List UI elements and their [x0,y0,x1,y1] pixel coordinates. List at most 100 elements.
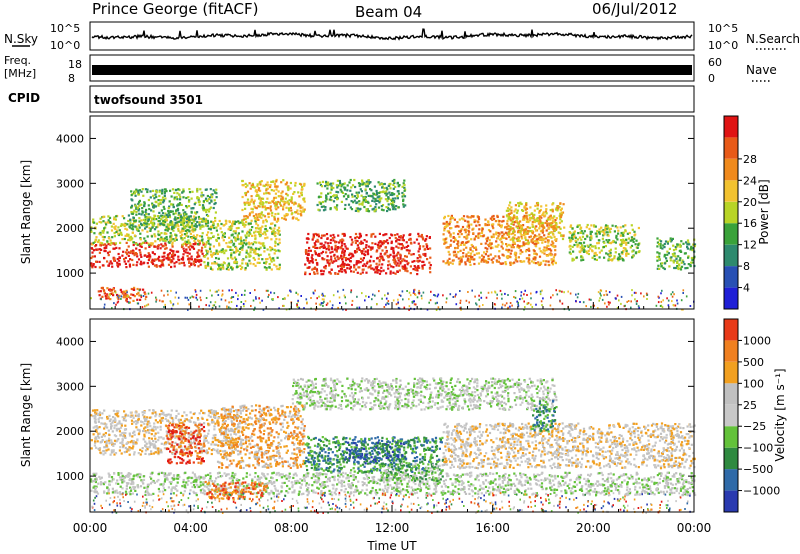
data-cell [152,194,155,197]
noise-cell [191,295,194,298]
data-cell [253,249,256,252]
data-cell [637,243,640,246]
noise-cell [559,300,561,303]
data-cell [123,217,126,220]
data-cell [620,251,623,254]
data-cell [508,228,511,231]
data-cell [495,231,498,234]
data-cell [694,493,697,497]
noise-cell [526,294,528,296]
data-cell [513,210,516,213]
data-cell [147,252,150,255]
data-cell [103,243,106,246]
noise-cell [322,304,324,307]
data-cell [268,201,271,204]
data-cell [325,248,328,251]
data-cell [177,258,180,261]
data-cell [242,239,246,242]
data-cell [417,265,420,268]
data-cell [459,259,462,262]
data-cell [634,481,637,484]
data-cell [570,236,573,239]
data-cell [364,264,367,268]
data-cell [328,262,331,265]
data-cell [363,263,366,266]
data-cell [317,472,320,475]
noise-cell [270,291,272,294]
noise-cell [662,299,664,302]
data-cell [473,238,476,241]
data-cell [123,258,126,261]
data-cell [395,254,398,257]
data-cell [119,224,123,227]
data-cell [256,261,259,264]
freq-label: Freq. [4,54,31,67]
data-cell [113,491,116,494]
data-cell [539,236,542,239]
data-cell [149,190,152,193]
data-cell [319,202,323,205]
noise-cell [126,295,129,298]
data-cell [137,189,140,192]
data-cell [167,225,170,228]
noise-cell [350,289,353,292]
data-cell [150,209,153,212]
data-cell [253,234,256,237]
data-cell [329,198,332,201]
data-cell [151,223,154,227]
data-cell [392,249,395,252]
data-cell [545,229,548,232]
data-cell [479,472,482,476]
data-cell [546,222,549,225]
data-cell [357,261,360,264]
noise-cell [414,303,417,306]
data-cell [99,244,102,247]
data-cell [206,250,210,253]
data-cell [185,206,189,209]
data-cell [355,486,358,489]
data-cell [458,263,461,266]
data-cell [357,246,360,249]
data-cell [442,238,445,241]
data-cell [193,264,196,267]
data-cell [604,227,607,230]
data-cell [630,239,633,242]
data-cell [336,246,339,249]
data-cell [177,227,180,231]
data-cell [337,234,340,237]
data-cell [128,263,131,266]
data-cell [375,189,378,193]
data-cell [264,227,267,231]
noise-cell [345,308,347,311]
noise-cell [365,295,367,298]
data-cell [302,210,305,213]
data-cell [525,242,528,245]
data-cell [513,253,516,256]
data-cell [536,204,539,207]
data-cell [548,222,551,225]
noise-cell [624,304,626,307]
data-cell [146,190,149,194]
data-cell [376,265,379,268]
data-cell [120,231,123,234]
data-cell [501,481,504,484]
data-cell [204,198,207,201]
data-cell [296,209,299,212]
data-cell [369,264,372,267]
data-cell [266,197,269,200]
data-cell [230,254,233,257]
data-cell [129,224,132,227]
noise-cell [475,303,478,306]
data-cell [272,189,275,192]
data-cell [551,260,554,263]
data-cell [470,243,473,247]
data-cell [521,237,524,240]
data-cell [204,218,208,221]
data-cell [278,238,281,241]
data-cell [524,231,527,234]
data-cell [529,235,532,238]
data-cell [272,257,275,260]
data-cell [299,204,302,207]
data-cell [343,253,346,257]
noise-cell [319,303,322,306]
